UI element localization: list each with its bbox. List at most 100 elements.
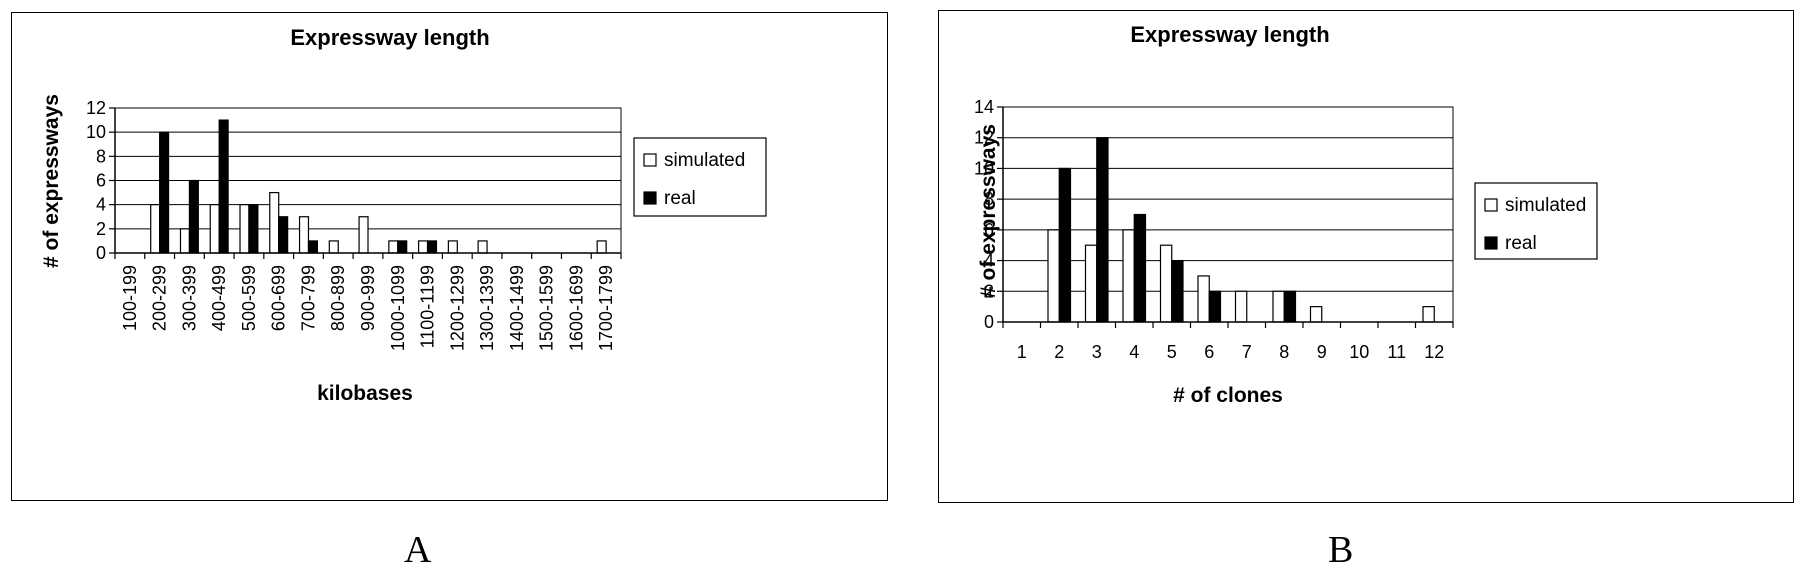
x-tick-label: 4 [1129, 342, 1139, 362]
bar-simulated-400-499 [209, 204, 220, 254]
x-tick-label: 800-899 [328, 265, 348, 331]
bar-real-400-499 [218, 119, 229, 254]
x-tick-label: 1500-1599 [537, 265, 557, 351]
bar-simulated-1200-1299 [447, 240, 458, 254]
panel-label-b: B [1328, 529, 1354, 571]
y-tick-label: 4 [984, 251, 994, 271]
y-tick-label: 4 [96, 195, 106, 215]
x-tick-label: 11 [1387, 342, 1406, 362]
y-tick-label: 14 [974, 97, 994, 117]
y-tick-label: 12 [86, 98, 106, 118]
chart-panel-a: Expressway length 0 2 4 6 8 10 12 100-199 200-299… [11, 12, 888, 501]
x-tick-label: 1200-1299 [447, 265, 467, 351]
legend-label-real: real [1505, 233, 1537, 254]
x-tick-label: 6 [1204, 342, 1214, 362]
x-tick-label: 700-799 [298, 265, 318, 331]
y-axis-label: # of expressways [977, 124, 1000, 298]
bar-real-600-699 [278, 216, 289, 254]
x-tick-label: 300-399 [179, 265, 199, 331]
x-axis-label: # of clones [1173, 384, 1283, 407]
x-tick-label: 5 [1167, 342, 1177, 362]
bar-real-2 [1058, 167, 1072, 323]
x-tick-label: 500-599 [239, 265, 259, 331]
bar-simulated-1000-1099 [388, 240, 399, 254]
bar-simulated-500-599 [239, 204, 250, 254]
y-axis-label: # of expressways [40, 94, 63, 268]
bar-real-5 [1171, 259, 1184, 323]
bar-simulated-8 [1272, 290, 1285, 323]
legend-swatch-simulated [643, 153, 657, 167]
bar-simulated-1100-1199 [418, 240, 429, 254]
x-tick-label: 1 [1017, 342, 1027, 362]
bar-simulated-1700-1799 [596, 240, 607, 254]
panel-label-a: A [404, 529, 432, 571]
legend-label-real: real [664, 188, 696, 209]
legend-swatch-real [1484, 236, 1498, 250]
bar-real-500-599 [248, 204, 259, 254]
x-axis-label: kilobases [317, 382, 413, 405]
x-tick-label: 900-999 [358, 265, 378, 331]
bar-real-1000-1099 [397, 240, 408, 254]
x-tick-label: 7 [1242, 342, 1252, 362]
bar-real-6 [1208, 290, 1222, 323]
x-tick-label: 3 [1092, 342, 1102, 362]
chart-title: Expressway length [290, 25, 489, 50]
bar-real-4 [1133, 213, 1147, 323]
bar-real-700-799 [307, 240, 318, 254]
bar-simulated-4 [1122, 229, 1135, 323]
y-tick-label: 6 [984, 220, 994, 240]
y-tick-label: 8 [984, 189, 994, 209]
legend-box [633, 137, 767, 217]
bar-simulated-5 [1159, 244, 1173, 323]
legend-label-simulated: simulated [1505, 195, 1586, 216]
x-tick-label: 1300-1399 [477, 265, 497, 351]
y-tick-label: 0 [96, 243, 106, 263]
x-tick-label: 1600-1699 [566, 265, 586, 351]
y-tick-label: 10 [974, 158, 994, 178]
y-tick-label: 2 [984, 281, 994, 301]
y-tick-label: 10 [86, 122, 106, 142]
x-tick-label: 200-299 [150, 265, 170, 331]
bar-real-3 [1096, 137, 1109, 323]
bar-simulated-600-699 [269, 191, 280, 254]
x-tick-label: 1400-1499 [507, 265, 527, 351]
bar-simulated-900-999 [358, 216, 369, 254]
bar-real-8 [1283, 290, 1297, 323]
chart-title: Expressway length [1130, 22, 1329, 47]
chart-panel-b: Expressway length 0 2 4 6 8 10 12 14 1 2 3 4 5 6 7 8 9 10 1… [938, 10, 1794, 503]
bar-simulated-200-299 [150, 204, 161, 254]
x-tick-label: 100-199 [120, 265, 140, 331]
chart-a-svg: Expressway length 0 2 4 6 8 10 12 100-199 200-299… [40, 25, 767, 405]
x-tick-label: 8 [1279, 342, 1289, 362]
bar-simulated-2 [1047, 229, 1060, 323]
legend-label-simulated: simulated [664, 150, 745, 171]
bar-simulated-800-899 [328, 240, 339, 254]
x-tick-label: 1000-1099 [388, 265, 408, 351]
y-tick-label: 6 [96, 171, 106, 191]
bar-simulated-6 [1197, 275, 1210, 323]
x-tick-label: 12 [1424, 342, 1444, 362]
x-tick-label: 9 [1317, 342, 1327, 362]
bar-real-1100-1199 [426, 240, 438, 254]
x-tick-label: 400-499 [209, 265, 229, 331]
bar-simulated-12 [1422, 306, 1435, 323]
bar-simulated-700-799 [298, 216, 310, 254]
x-tick-label: 2 [1054, 342, 1064, 362]
x-tick-label: 1700-1799 [596, 265, 616, 351]
y-tick-label: 0 [984, 312, 994, 332]
bar-simulated-9 [1309, 306, 1323, 323]
bar-simulated-3 [1084, 244, 1098, 323]
bar-simulated-1300-1399 [477, 240, 488, 254]
y-tick-label: 8 [96, 146, 106, 166]
legend-swatch-simulated [1484, 198, 1498, 212]
y-tick-label: 12 [974, 128, 994, 148]
bar-simulated-7 [1234, 290, 1248, 323]
bar-real-300-399 [188, 179, 199, 254]
bar-simulated-300-399 [179, 228, 191, 254]
x-tick-label: 600-699 [269, 265, 289, 331]
x-tick-label: 10 [1349, 342, 1369, 362]
legend-swatch-real [643, 191, 657, 205]
bar-real-200-299 [159, 131, 170, 254]
